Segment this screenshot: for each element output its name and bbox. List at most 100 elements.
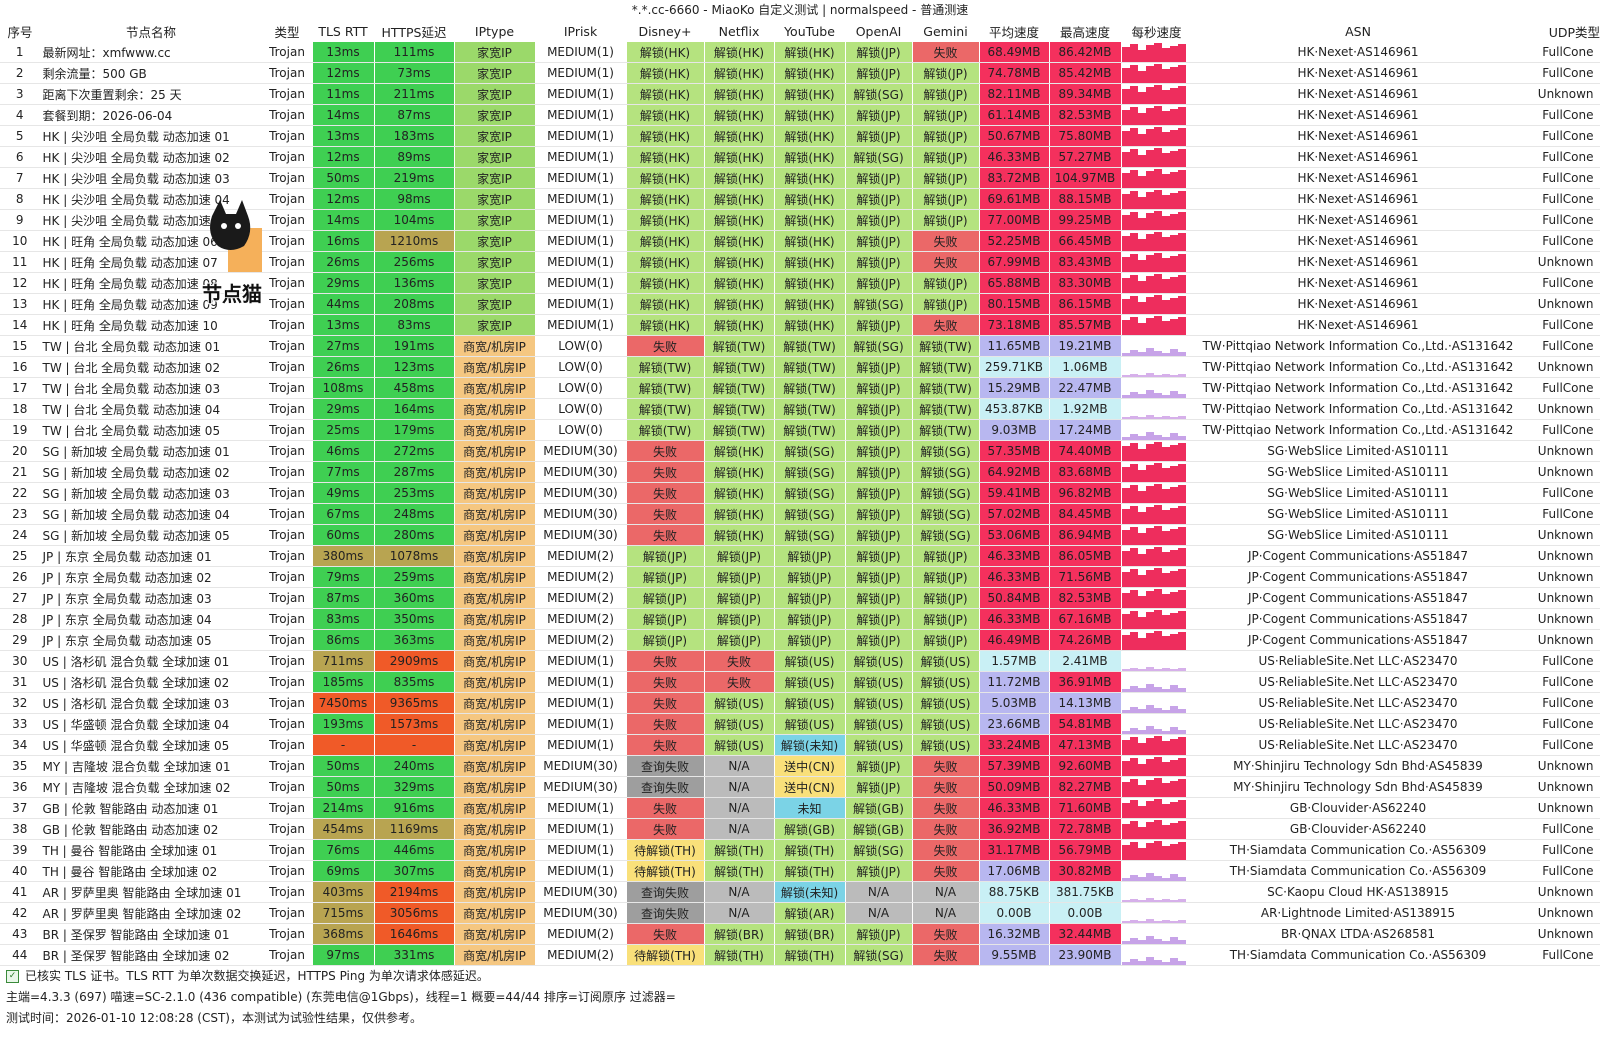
- column-header[interactable]: 节点名称: [40, 21, 262, 42]
- table-row[interactable]: 33 US | 华盛顿 混合负载 全球加速 04 Trojan 193ms 1573ms…: [0, 713, 1600, 735]
- column-header[interactable]: Disney+: [626, 21, 704, 42]
- table-row[interactable]: 32 US | 洛杉矶 混合负载 全球加速 03 Trojan 7450ms 9365m…: [0, 692, 1600, 714]
- table-row[interactable]: 11 HK | 旺角 全局负载 动态加速 07 Trojan 26ms 256ms 家宽I…: [0, 251, 1600, 273]
- table-row[interactable]: 30 US | 洛杉矶 混合负载 全球加速 01 Trojan 711ms 2909ms…: [0, 650, 1600, 672]
- table-row[interactable]: 3 距离下次重置剩余：25 天 Trojan 11ms 211ms 家宽IP MEDIUM(…: [0, 83, 1600, 105]
- cell-index: 38: [0, 818, 41, 840]
- sparkline-bar: [1145, 348, 1154, 356]
- cell-gemini: 解锁(JP): [912, 272, 980, 294]
- table-row[interactable]: 21 SG | 新加坡 全局负载 动态加速 02 Trojan 77ms 287ms 商宽…: [0, 461, 1600, 483]
- column-header[interactable]: 类型: [262, 21, 312, 42]
- table-row[interactable]: 20 SG | 新加坡 全局负载 动态加速 01 Trojan 46ms 272ms 商宽…: [0, 440, 1600, 462]
- table-row[interactable]: 37 GB | 伦敦 智能路由 动态加速 01 Trojan 214ms 916ms 商宽…: [0, 797, 1600, 819]
- column-header[interactable]: OpenAI: [845, 21, 912, 42]
- cell-type: Trojan: [262, 461, 313, 483]
- table-row[interactable]: 18 TW | 台北 全局负载 动态加速 04 Trojan 29ms 164ms 商宽/…: [0, 398, 1600, 420]
- table-row[interactable]: 14 HK | 旺角 全局负载 动态加速 10 Trojan 13ms 83ms 家宽IP…: [0, 314, 1600, 336]
- table-row[interactable]: 12 HK | 旺角 全局负载 动态加速 08 Trojan 29ms 136ms 家宽I…: [0, 272, 1600, 294]
- table-row[interactable]: 35 MY | 吉隆坡 混合负载 全球加速 01 Trojan 50ms 240ms 商宽…: [0, 755, 1600, 777]
- column-header[interactable]: TLS RTT: [312, 21, 374, 42]
- cell-disney: 查询失败: [626, 755, 705, 777]
- table-row[interactable]: 42 AR | 罗萨里奥 智能路由 全球加速 02 Trojan 715ms 3056m…: [0, 902, 1600, 924]
- table-row[interactable]: 19 TW | 台北 全局负载 动态加速 05 Trojan 25ms 179ms 商宽/…: [0, 419, 1600, 441]
- table-row[interactable]: 15 TW | 台北 全局负载 动态加速 01 Trojan 27ms 191ms 商宽/…: [0, 335, 1600, 357]
- sparkline-bar: [1169, 214, 1178, 230]
- table-row[interactable]: 17 TW | 台北 全局负载 动态加速 03 Trojan 108ms 458ms 商宽…: [0, 377, 1600, 399]
- cell-udp-type: FullCone: [1524, 839, 1600, 861]
- cell-per-second-speed: [1121, 545, 1193, 567]
- sparkline-bar: [1137, 961, 1146, 965]
- sparkline-bar: [1177, 961, 1186, 965]
- column-header[interactable]: 序号: [0, 21, 40, 42]
- table-row[interactable]: 8 HK | 尖沙咀 全局负载 动态加速 04 Trojan 12ms 98ms 家宽IP…: [0, 188, 1600, 210]
- column-header[interactable]: IPtype: [454, 21, 535, 42]
- cell-node-name: TW | 台北 全局负载 动态加速 05: [40, 419, 263, 441]
- sparkline-bar: [1177, 730, 1186, 734]
- table-row[interactable]: 24 SG | 新加坡 全局负载 动态加速 05 Trojan 60ms 280ms 商宽…: [0, 524, 1600, 546]
- cell-iprisk: MEDIUM(1): [535, 818, 627, 840]
- cell-iptype: 商宽/机房IP: [454, 377, 536, 399]
- column-header[interactable]: Netflix: [704, 21, 774, 42]
- cell-type: Trojan: [262, 692, 313, 714]
- table-row[interactable]: 36 MY | 吉隆坡 混合负载 全球加速 02 Trojan 50ms 329ms 商宽…: [0, 776, 1600, 798]
- table-row[interactable]: 2 剩余流量：500 GB Trojan 12ms 73ms 家宽IP MEDIUM(1) 解…: [0, 62, 1600, 84]
- cell-openai: 解锁(JP): [845, 860, 913, 882]
- sparkline-bar: [1121, 395, 1130, 398]
- speed-sparkline: [1121, 736, 1186, 755]
- cell-index: 4: [0, 104, 41, 126]
- table-row[interactable]: 38 GB | 伦敦 智能路由 动态加速 02 Trojan 454ms 1169ms 商…: [0, 818, 1600, 840]
- table-row[interactable]: 44 BR | 圣保罗 智能路由 全球加速 02 Trojan 97ms 331ms 商宽…: [0, 944, 1600, 966]
- table-row[interactable]: 9 HK | 尖沙咀 全局负载 动态加速 05 Trojan 14ms 104ms 家宽I…: [0, 209, 1600, 231]
- sparkline-bar: [1169, 592, 1178, 608]
- table-row[interactable]: 4 套餐到期：2026-06-04 Trojan 14ms 87ms 家宽IP MEDIUM…: [0, 104, 1600, 126]
- column-header[interactable]: UDP类型: [1524, 21, 1600, 42]
- column-header[interactable]: YouTube: [774, 21, 845, 42]
- cell-per-second-speed: [1121, 881, 1193, 903]
- table-row[interactable]: 25 JP | 东京 全局负载 动态加速 01 Trojan 380ms 1078ms 商…: [0, 545, 1600, 567]
- table-row[interactable]: 27 JP | 东京 全局负载 动态加速 03 Trojan 87ms 360ms 商宽/…: [0, 587, 1600, 609]
- table-row[interactable]: 29 JP | 东京 全局负载 动态加速 05 Trojan 86ms 363ms 商宽/…: [0, 629, 1600, 651]
- table-row[interactable]: 34 US | 华盛顿 混合负载 全球加速 05 Trojan - - 商宽/机房IP ME…: [0, 734, 1600, 756]
- cell-asn: TW·Pittqiao Network Information Co.,Ltd.…: [1192, 335, 1525, 357]
- check-icon[interactable]: ✓: [6, 970, 19, 983]
- table-row[interactable]: 22 SG | 新加坡 全局负载 动态加速 03 Trojan 49ms 253ms 商宽…: [0, 482, 1600, 504]
- cell-netflix: 解锁(HK): [704, 230, 775, 252]
- cell-youtube: 解锁(未知): [774, 734, 846, 756]
- sparkline-bar: [1129, 170, 1138, 188]
- table-row[interactable]: 41 AR | 罗萨里奥 智能路由 全球加速 01 Trojan 403ms 2194m…: [0, 881, 1600, 903]
- table-row[interactable]: 7 HK | 尖沙咀 全局负载 动态加速 03 Trojan 50ms 219ms 家宽I…: [0, 167, 1600, 189]
- table-row[interactable]: 6 HK | 尖沙咀 全局负载 动态加速 02 Trojan 12ms 89ms 家宽IP…: [0, 146, 1600, 168]
- cell-index: 39: [0, 839, 41, 861]
- column-header[interactable]: ASN: [1192, 21, 1524, 42]
- sparkline-bar: [1129, 875, 1138, 881]
- table-row[interactable]: 43 BR | 圣保罗 智能路由 全球加速 01 Trojan 368ms 1646ms…: [0, 923, 1600, 945]
- column-header[interactable]: 每秒速度: [1121, 21, 1192, 42]
- sparkline-bar: [1169, 781, 1178, 797]
- table-row[interactable]: 5 HK | 尖沙咀 全局负载 动态加速 01 Trojan 13ms 183ms 家宽I…: [0, 125, 1600, 147]
- cell-iptype: 商宽/机房IP: [454, 797, 536, 819]
- table-row[interactable]: 16 TW | 台北 全局负载 动态加速 02 Trojan 26ms 123ms 商宽/…: [0, 356, 1600, 378]
- column-header[interactable]: HTTPS延迟: [374, 21, 454, 42]
- sparkline-bar: [1177, 920, 1186, 923]
- cell-type: Trojan: [262, 125, 313, 147]
- cell-disney: 查询失败: [626, 902, 705, 924]
- sparkline-bar: [1137, 669, 1146, 671]
- table-row[interactable]: 40 TH | 曼谷 智能路由 全球加速 02 Trojan 69ms 307ms 商宽/…: [0, 860, 1600, 882]
- table-row[interactable]: 28 JP | 东京 全局负载 动态加速 04 Trojan 83ms 350ms 商宽/…: [0, 608, 1600, 630]
- table-row[interactable]: 1 最新网址：xmfwww.cc Trojan 13ms 111ms 家宽IP MEDIUM…: [0, 42, 1600, 63]
- cell-disney: 失败: [626, 671, 705, 693]
- table-row[interactable]: 10 HK | 旺角 全局负载 动态加速 06 Trojan 16ms 1210ms 家宽…: [0, 230, 1600, 252]
- cell-iptype: 商宽/机房IP: [454, 545, 536, 567]
- table-row[interactable]: 26 JP | 东京 全局负载 动态加速 02 Trojan 79ms 259ms 商宽/…: [0, 566, 1600, 588]
- column-header[interactable]: Gemini: [912, 21, 979, 42]
- table-row[interactable]: 39 TH | 曼谷 智能路由 全球加速 01 Trojan 76ms 446ms 商宽/…: [0, 839, 1600, 861]
- sparkline-bar: [1153, 64, 1162, 83]
- cell-disney: 解锁(JP): [626, 629, 705, 651]
- column-header[interactable]: 平均速度: [979, 21, 1049, 42]
- column-header[interactable]: IPrisk: [535, 21, 626, 42]
- sparkline-bar: [1169, 634, 1178, 650]
- column-header[interactable]: 最高速度: [1049, 21, 1121, 42]
- table-row[interactable]: 13 HK | 旺角 全局负载 动态加速 09 Trojan 44ms 208ms 家宽I…: [0, 293, 1600, 315]
- table-row[interactable]: 23 SG | 新加坡 全局负载 动态加速 04 Trojan 67ms 248ms 商宽…: [0, 503, 1600, 525]
- table-row[interactable]: 31 US | 洛杉矶 混合负载 全球加速 02 Trojan 185ms 835ms 商…: [0, 671, 1600, 693]
